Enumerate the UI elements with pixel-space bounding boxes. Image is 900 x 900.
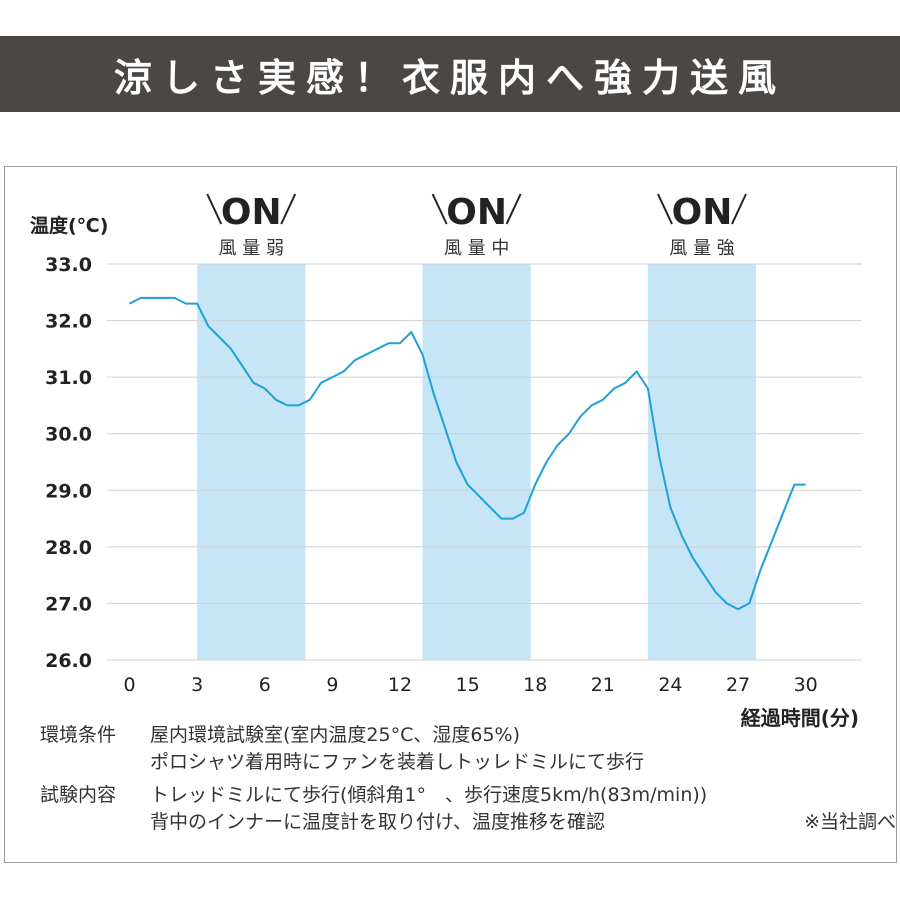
y-tick-labels: 33.0 32.0 31.0 30.0 29.0 28.0 27.0 26.0 [45,254,92,672]
env-line-2: ポロシャツ着用時にファンを装着しトッレドミルにて歩行 [150,751,645,773]
fan-level-label: 風 量 中 [444,238,509,259]
test-content: 試験内容 トレッドミルにて歩行(傾斜角1° 、歩行速度5km/h(83m/min… [40,782,896,836]
y-tick-label: 33.0 [45,254,92,276]
grid-lines [107,263,862,661]
y-tick-label: 26.0 [45,650,92,672]
x-tick-label: 30 [794,674,818,696]
on-slash-left [657,193,673,225]
y-tick-label: 28.0 [45,537,92,559]
y-tick-label: 32.0 [45,311,92,333]
test-label: 試験内容 [40,784,117,806]
on-slash-right [505,193,522,225]
env-label: 環境条件 [40,724,117,746]
x-tick-label: 15 [456,674,480,696]
on-bands: ON 風 量 弱 ON 風 量 中 ON 風 量 強 [197,192,757,660]
x-tick-label: 27 [726,674,750,696]
series-layer [129,296,806,611]
x-tick-labels: 0 3 6 9 12 15 18 21 24 27 30 [123,674,817,696]
source-note: ※当社調べ [804,811,896,833]
x-tick-label: 0 [123,674,135,696]
on-band [647,264,757,660]
test-line-1: トレッドミルにて歩行(傾斜角1° 、歩行速度5km/h(83m/min)) [150,784,708,806]
x-tick-label: 3 [191,674,203,696]
fan-level-label: 風 量 弱 [219,238,284,259]
x-tick-label: 18 [523,674,547,696]
env-conditions: 環境条件 屋内環境試験室(室内温度25°C、湿度65%) ポロシャツ着用時にファ… [40,722,896,776]
on-band [197,264,306,660]
on-label: ON [446,192,507,233]
y-axis-title: 温度(℃) [30,214,108,237]
env-line-1: 屋内環境試験室(室内温度25°C、湿度65%) [150,724,520,746]
y-tick-label: 30.0 [45,424,92,446]
temperature-line [129,296,806,611]
x-tick-label: 12 [388,674,412,696]
x-tick-label: 9 [326,674,338,696]
on-slash-right [280,193,297,225]
test-line-2: 背中のインナーに温度計を取り付け、温度推移を確認 [150,811,606,833]
x-axis-title: 経過時間(分) [741,706,859,730]
on-label: ON [221,192,282,233]
y-tick-label: 27.0 [45,593,92,615]
x-tick-label: 6 [259,674,271,696]
notes: 環境条件 屋内環境試験室(室内温度25°C、湿度65%) ポロシャツ着用時にファ… [40,722,896,842]
banner: 涼しさ実感！衣服内へ強力送風 [0,36,900,112]
on-slash-right [731,193,747,225]
on-band [422,264,531,660]
fan-level-label: 風 量 強 [669,238,734,259]
y-tick-label: 29.0 [45,480,92,502]
banner-title: 涼しさ実感！衣服内へ強力送風 [113,55,786,100]
x-tick-label: 21 [591,674,615,696]
on-label: ON [672,192,733,233]
x-tick-label: 24 [658,674,682,696]
y-tick-label: 31.0 [45,367,92,389]
on-slash-left [431,193,448,225]
on-slash-left [206,193,223,225]
